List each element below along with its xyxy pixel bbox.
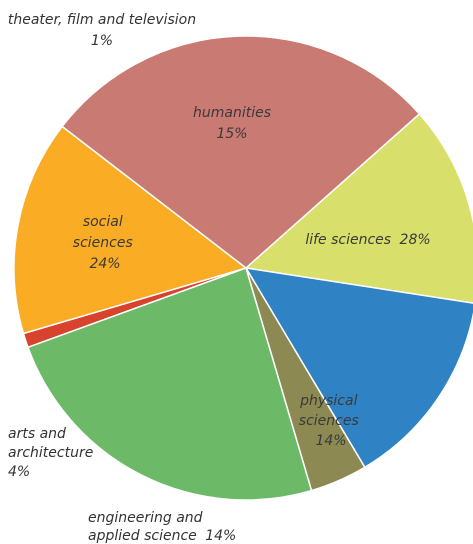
label-engineering: engineering and applied science 14% (88, 510, 236, 544)
pie-slice-engineering (244, 267, 473, 469)
label-humanities-value: 15% (216, 126, 247, 142)
label-engineering-line1: engineering and (88, 510, 203, 526)
pie-slice-life (61, 35, 421, 269)
pie-slice-humanities (13, 125, 248, 335)
label-social-line1: social (83, 214, 123, 230)
pie-slice-social (27, 267, 313, 501)
pie-slice-physical (244, 112, 473, 304)
label-engineering-line2: applied science (88, 528, 197, 544)
label-arts-line1: arts and (8, 426, 66, 442)
label-social-sciences: social sciences 24% (73, 214, 137, 272)
label-humanities: humanities (193, 105, 271, 121)
label-physical-line2: sciences (299, 413, 359, 429)
label-physical-sciences: physical sciences 14% (299, 393, 363, 449)
label-arts-line2: architecture (8, 445, 93, 461)
label-life-sciences: life sciences 28% (305, 232, 430, 248)
label-arts-architecture: arts and architecture 4% (8, 426, 98, 480)
label-theater-value: 1% (91, 33, 113, 49)
pie-slices (13, 35, 473, 501)
label-physical-line1: physical (299, 393, 358, 409)
label-theater-name: theater, film and television (8, 12, 196, 28)
label-theater: theater, film and television (8, 12, 196, 28)
label-social-line2: sciences (73, 235, 133, 251)
